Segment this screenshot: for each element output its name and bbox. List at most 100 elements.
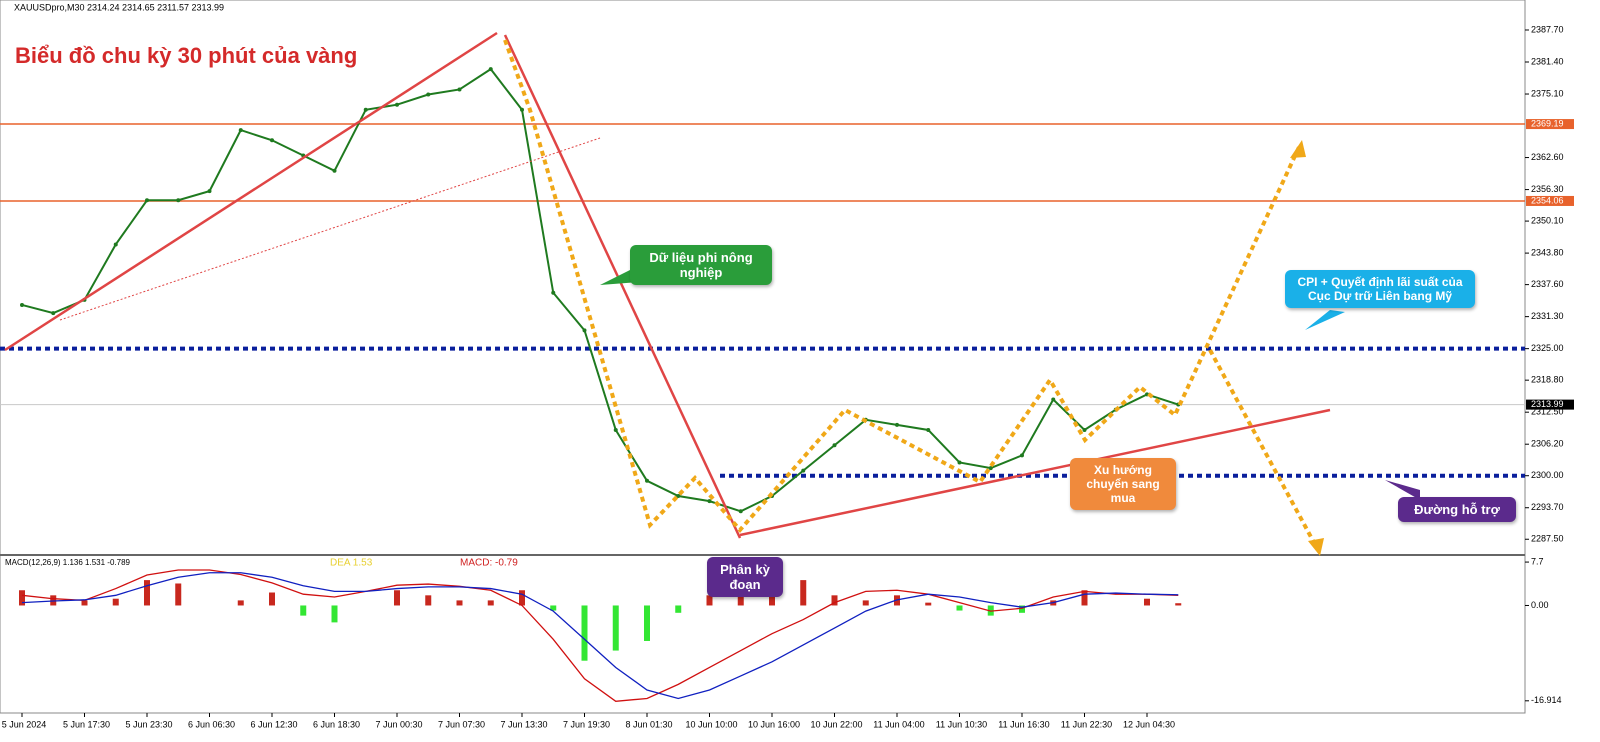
x-tick-label: 5 Jun 23:30 bbox=[125, 719, 172, 729]
x-tick-label: 7 Jun 00:30 bbox=[375, 719, 422, 729]
price-level-tag bbox=[1526, 119, 1574, 130]
macd-bar bbox=[612, 605, 619, 651]
macd-bar bbox=[831, 595, 838, 606]
y-tick-label: 2331.30 bbox=[1531, 311, 1564, 321]
callout-tail bbox=[1385, 480, 1420, 500]
price-point bbox=[613, 427, 618, 432]
price-point bbox=[988, 466, 993, 471]
callout-tail bbox=[1305, 310, 1345, 330]
price-point bbox=[832, 443, 837, 448]
macd-title: MACD(12,26,9) 1.136 1.531 -0.789 bbox=[5, 558, 131, 567]
x-tick-label: 10 Jun 22:00 bbox=[810, 719, 862, 729]
x-tick-label: 11 Jun 10:30 bbox=[936, 719, 987, 729]
trend-line bbox=[503, 34, 742, 539]
price-point bbox=[207, 189, 212, 194]
chart-title: Biểu đồ chu kỳ 30 phút của vàng bbox=[15, 43, 357, 68]
macd-bar bbox=[519, 590, 525, 606]
x-tick-label: 11 Jun 04:00 bbox=[873, 719, 924, 729]
trend-line bbox=[59, 137, 601, 321]
macd-bar bbox=[550, 605, 557, 611]
arrow-head bbox=[1290, 140, 1306, 158]
frame bbox=[0, 0, 1526, 714]
y-tick-label: 7.7 bbox=[1531, 556, 1544, 566]
macd-label: MACD: -0.79 bbox=[460, 558, 518, 569]
y-tick-label: 2381.40 bbox=[1531, 56, 1564, 66]
price-line bbox=[21, 67, 1179, 513]
price-point bbox=[457, 87, 462, 92]
callout-divergence: Phân kỳ đoạn bbox=[707, 557, 783, 597]
price-level-tag bbox=[1526, 195, 1574, 206]
x-tick-label: 8 Jun 01:30 bbox=[625, 719, 672, 729]
price-point bbox=[426, 92, 431, 97]
macd-bar bbox=[800, 580, 807, 606]
x-tick-label: 6 Jun 12:30 bbox=[250, 719, 297, 729]
macd-bar bbox=[769, 588, 775, 606]
macd-bar bbox=[644, 605, 650, 641]
price-point bbox=[895, 422, 899, 427]
price-point bbox=[176, 198, 181, 203]
macd-bar bbox=[862, 600, 869, 606]
trend-line bbox=[739, 408, 1331, 537]
callout-trend: Xu hướng chuyển sang mua bbox=[1070, 458, 1176, 510]
macd-bar bbox=[300, 605, 307, 616]
y-tick-label: 2375.10 bbox=[1531, 88, 1564, 98]
y-tick-label: 2325.00 bbox=[1531, 343, 1564, 353]
callout-cpi: CPI + Quyết định lãi suất của Cục Dự trữ… bbox=[1285, 270, 1475, 308]
x-tick-label: 5 Jun 2024 bbox=[2, 719, 47, 729]
macd-bar bbox=[1175, 603, 1182, 606]
price-level-label: 2369.19 bbox=[1531, 118, 1564, 128]
macd-bar bbox=[925, 602, 932, 606]
x-tick-label: 6 Jun 06:30 bbox=[188, 719, 235, 729]
price-point bbox=[551, 290, 556, 295]
macd-bar bbox=[144, 580, 150, 606]
macd-bar bbox=[675, 605, 682, 613]
price-point bbox=[582, 328, 587, 333]
macd-bar bbox=[394, 590, 400, 606]
drawings bbox=[4, 31, 1420, 556]
macd-line bbox=[21, 569, 1179, 702]
macd-bar bbox=[1144, 598, 1150, 606]
macd-bar bbox=[956, 605, 963, 611]
price-point bbox=[113, 242, 118, 247]
macd-bar bbox=[706, 595, 713, 606]
price-point bbox=[1051, 397, 1056, 402]
header: XAUUSDpro,M30 2314.24 2314.65 2311.57 23… bbox=[14, 2, 224, 12]
callout-nfp: Dữ liệu phi nông nghiệp bbox=[630, 245, 772, 285]
arrow-head bbox=[1308, 538, 1324, 556]
macd-bar bbox=[112, 598, 119, 606]
price-point bbox=[332, 168, 337, 173]
macd-bar bbox=[175, 583, 182, 606]
price-point bbox=[707, 499, 712, 504]
price-level-tag bbox=[1526, 399, 1574, 410]
y-tick-label: 2300.00 bbox=[1531, 470, 1564, 480]
y-tick-label: 2337.60 bbox=[1531, 279, 1564, 289]
path-arrow bbox=[1208, 349, 1320, 551]
x-tick-label: 5 Jun 17:30 bbox=[63, 719, 110, 729]
price-point bbox=[51, 311, 56, 316]
price-point bbox=[926, 427, 931, 432]
price-point bbox=[20, 302, 24, 307]
x-tick-label: 10 Jun 10:00 bbox=[685, 719, 737, 729]
y-tick-label: 2356.30 bbox=[1531, 184, 1564, 194]
path-arrow bbox=[503, 39, 1302, 534]
y-tick-label: 2343.80 bbox=[1531, 247, 1564, 257]
y-tick-label: 2293.70 bbox=[1531, 502, 1564, 512]
price-point bbox=[520, 107, 524, 112]
macd-bar bbox=[425, 595, 432, 606]
x-tick-label: 7 Jun 07:30 bbox=[438, 719, 485, 729]
price-point bbox=[363, 107, 368, 112]
callout-support: Đường hỗ trợ bbox=[1398, 497, 1516, 522]
price-point bbox=[1082, 427, 1087, 432]
macd-bar bbox=[581, 605, 588, 661]
y-tick-label: 2387.70 bbox=[1531, 24, 1564, 34]
y-tick-label: -16.914 bbox=[1531, 695, 1562, 705]
x-tick-label: 6 Jun 18:30 bbox=[313, 719, 360, 729]
x-tick-label: 11 Jun 16:30 bbox=[998, 719, 1049, 729]
x-tick-label: 7 Jun 13:30 bbox=[500, 719, 547, 729]
x-tick-label: 10 Jun 16:00 bbox=[748, 719, 800, 729]
price-point bbox=[676, 494, 681, 499]
macd-bar bbox=[269, 592, 275, 606]
macd-bar bbox=[456, 600, 463, 606]
y-tick-label: 2287.50 bbox=[1531, 534, 1564, 544]
